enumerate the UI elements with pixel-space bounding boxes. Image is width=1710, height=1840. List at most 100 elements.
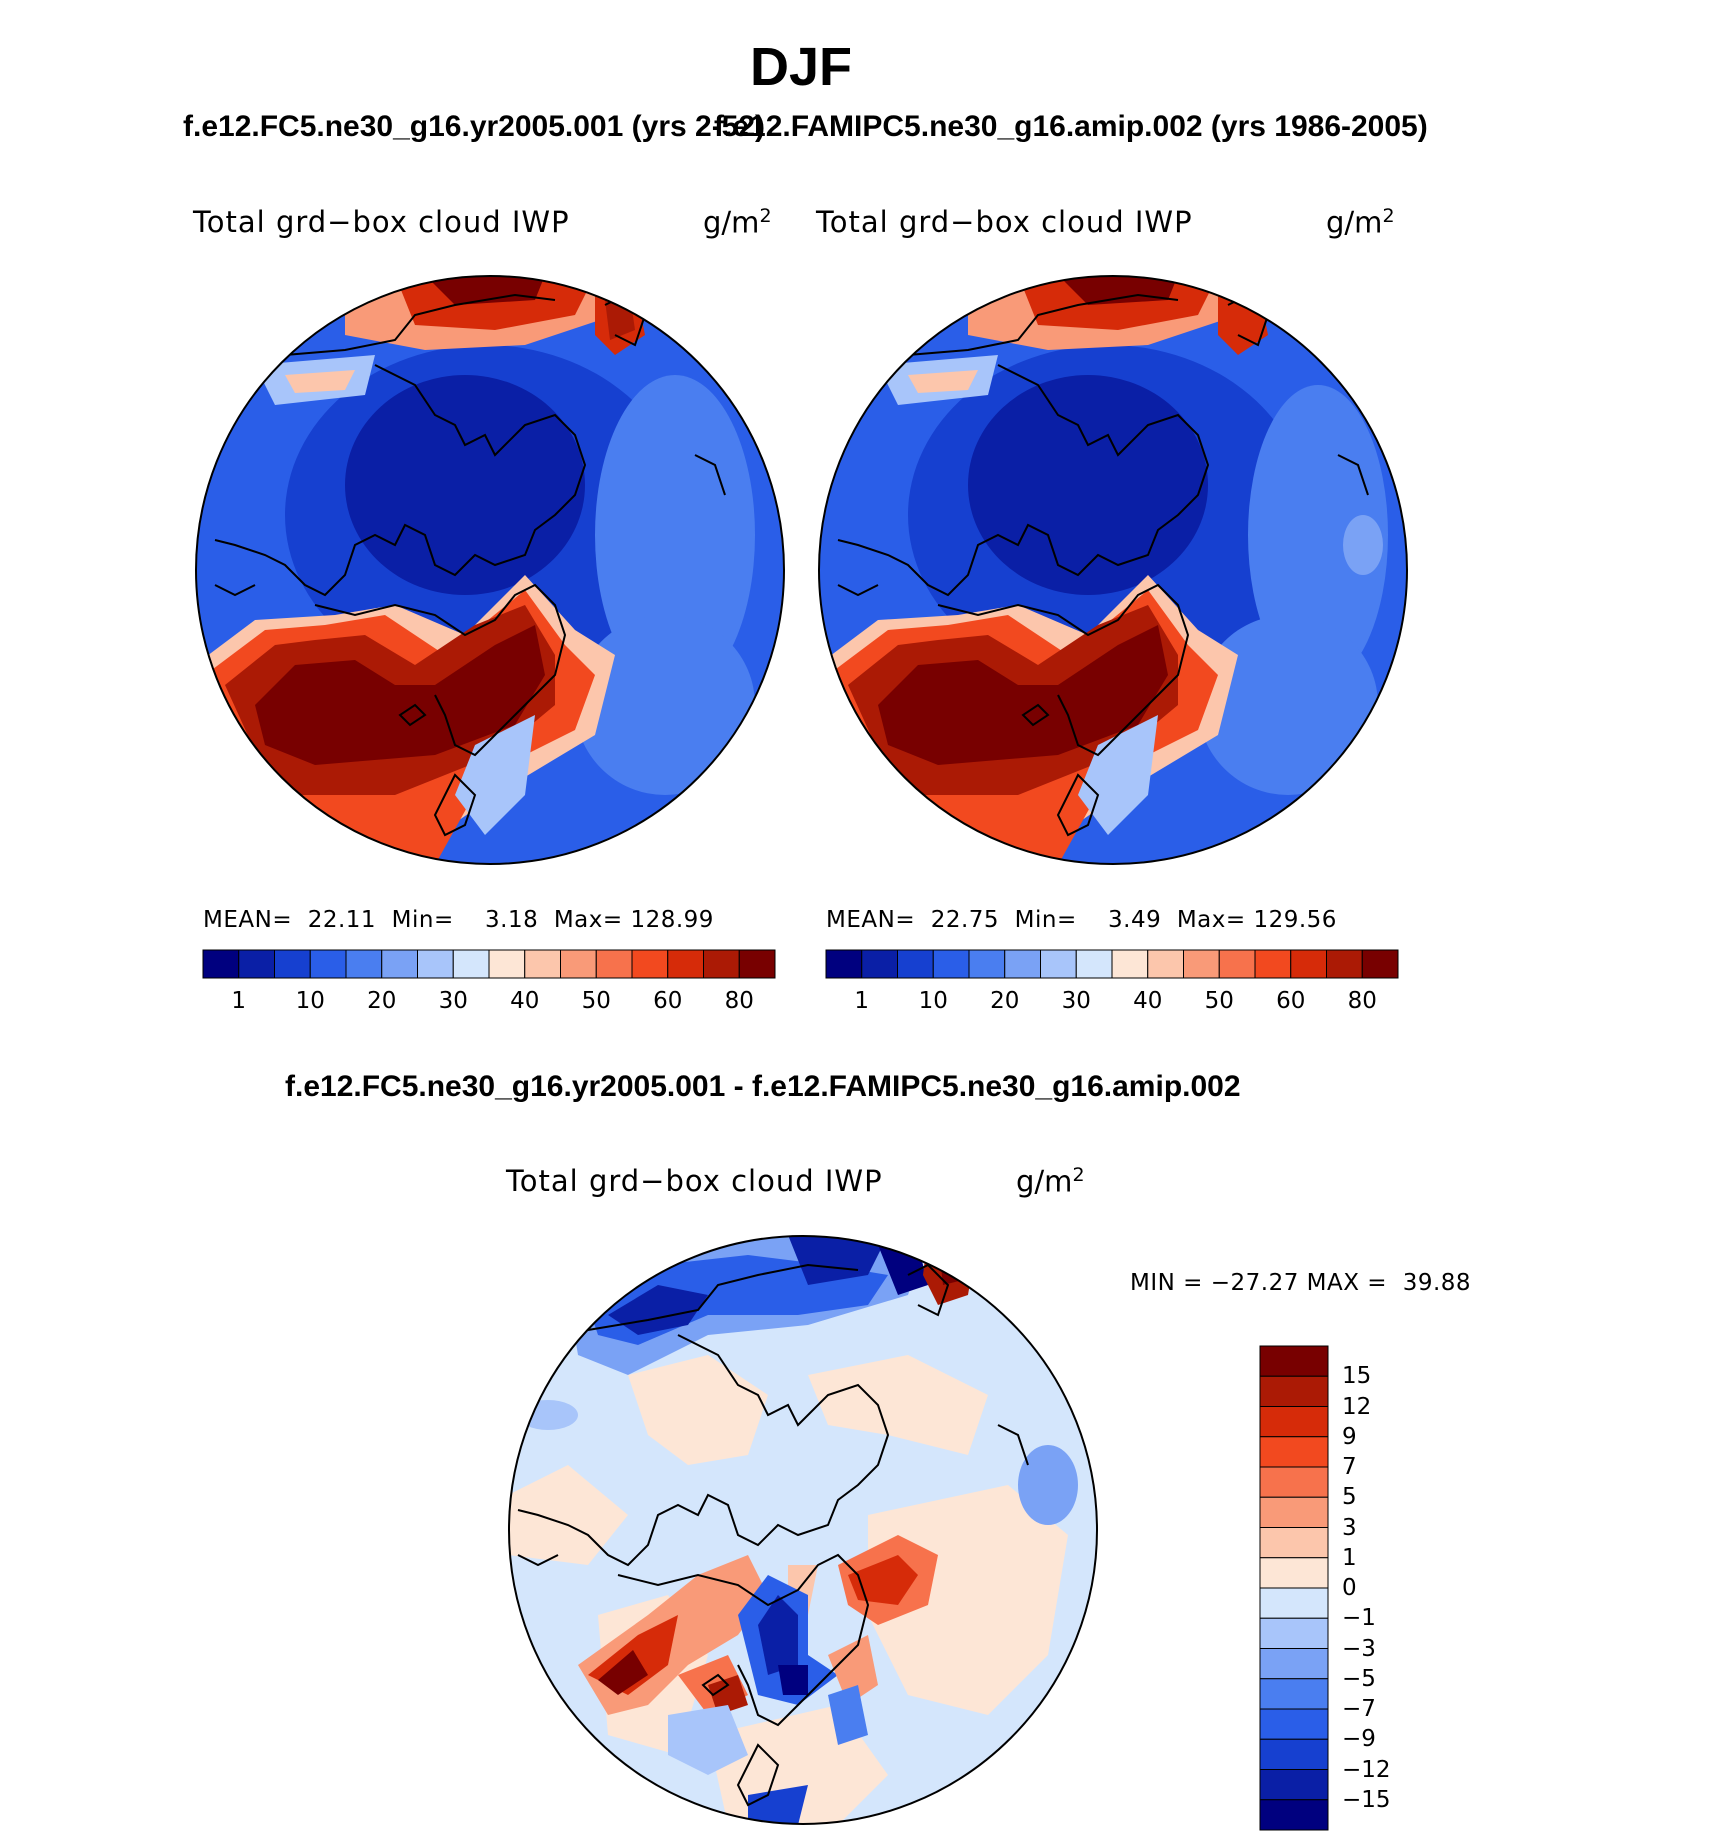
- colorbar-tick-label: 50: [581, 988, 611, 1014]
- diff-map: [508, 1235, 1098, 1825]
- diff-colorbar-tick-label: −7: [1342, 1696, 1376, 1722]
- panel1-colorbar: [202, 949, 776, 979]
- colorbar-tick-label: 20: [990, 988, 1020, 1014]
- colorbar-swatch: [488, 949, 526, 979]
- diff-colorbar-swatch: [1259, 1708, 1329, 1740]
- diff-colorbar-swatch: [1259, 1436, 1329, 1468]
- colorbar-swatch: [1075, 949, 1113, 979]
- colorbar-swatch: [560, 949, 597, 979]
- colorbar-swatch: [1361, 949, 1399, 979]
- colorbar-swatch: [381, 949, 418, 979]
- colorbar-swatch: [1326, 949, 1363, 979]
- colorbar-tick-label: 10: [918, 988, 948, 1014]
- diff-colorbar-tick-label: 12: [1342, 1393, 1372, 1420]
- colorbar-swatch: [202, 949, 240, 979]
- colorbar-tick-label: 1: [231, 988, 247, 1014]
- colorbar-swatch: [631, 949, 669, 979]
- diff-colorbar-swatch: [1259, 1617, 1329, 1649]
- colorbar-swatch: [345, 949, 383, 979]
- diff-colorbar-tick-label: 5: [1342, 1484, 1357, 1511]
- diff-title: f.e12.FC5.ne30_g16.yr2005.001 - f.e12.FA…: [285, 1070, 1241, 1103]
- panel1-units: g/m2: [703, 205, 772, 240]
- colorbar-swatch: [1111, 949, 1149, 979]
- panel1-label: Total grd−box cloud IWP: [193, 205, 570, 239]
- diff-colorbar-swatch: [1259, 1799, 1329, 1831]
- diff-colorbar-tick-label: 1: [1342, 1544, 1357, 1571]
- panel2-colorbar-ticks: 1 10 20 30 40 50 60 80: [826, 988, 1398, 1018]
- colorbar-swatch: [452, 949, 490, 979]
- colorbar-tick-label: 50: [1204, 988, 1234, 1014]
- panel2-map: [818, 275, 1408, 865]
- colorbar-swatch: [1040, 949, 1077, 979]
- colorbar-swatch: [738, 949, 776, 979]
- colorbar-swatch: [524, 949, 561, 979]
- colorbar-swatch: [703, 949, 740, 979]
- colorbar-swatch: [274, 949, 311, 979]
- colorbar-swatch: [417, 949, 454, 979]
- diff-stats: MIN = −27.27 MAX = 39.88: [1130, 1270, 1472, 1296]
- panel2-stats: MEAN= 22.75 Min= 3.49 Max= 129.56: [826, 907, 1337, 933]
- season-title: DJF: [749, 37, 852, 97]
- diff-colorbar-swatch: [1259, 1466, 1329, 1498]
- colorbar-swatch: [825, 949, 863, 979]
- colorbar-swatch: [595, 949, 633, 979]
- colorbar-swatch: [968, 949, 1006, 979]
- diff-colorbar-tick-label: 7: [1342, 1454, 1357, 1480]
- colorbar-tick-label: 1: [854, 988, 870, 1014]
- diff-colorbar-tick-label: −5: [1342, 1665, 1376, 1692]
- colorbar-swatch: [1183, 949, 1220, 979]
- diff-colorbar-tick-label: −12: [1342, 1756, 1391, 1783]
- diff-colorbar-swatch: [1259, 1648, 1329, 1680]
- panel2-units: g/m2: [1326, 205, 1395, 240]
- diff-colorbar-tick-label: 9: [1342, 1423, 1357, 1450]
- colorbar-swatch: [1254, 949, 1292, 979]
- diff-colorbar: [1259, 1345, 1329, 1831]
- diff-colorbar-swatch: [1259, 1678, 1329, 1710]
- diff-colorbar-tick-label: −15: [1342, 1786, 1391, 1813]
- diff-colorbar-tick-label: −3: [1342, 1635, 1376, 1662]
- colorbar-tick-label: 40: [510, 988, 540, 1014]
- colorbar-tick-label: 30: [438, 988, 468, 1014]
- diff-units: g/m2: [1016, 1164, 1085, 1199]
- diff-colorbar-tick-label: 0: [1342, 1575, 1357, 1601]
- colorbar-tick-label: 20: [367, 988, 397, 1014]
- diff-colorbar-tick-label: −9: [1342, 1726, 1376, 1753]
- diff-colorbar-swatch: [1259, 1527, 1329, 1559]
- diff-colorbar-tick-label: −1: [1342, 1605, 1376, 1632]
- colorbar-swatch: [861, 949, 898, 979]
- colorbar-swatch: [932, 949, 970, 979]
- panel1-stats: MEAN= 22.11 Min= 3.18 Max= 128.99: [203, 907, 714, 933]
- diff-colorbar-tick-label: 15: [1342, 1363, 1372, 1390]
- colorbar-swatch: [667, 949, 704, 979]
- colorbar-swatch: [238, 949, 275, 979]
- diff-label: Total grd−box cloud IWP: [506, 1164, 883, 1198]
- colorbar-tick-label: 40: [1133, 988, 1163, 1014]
- diff-colorbar-swatch: [1259, 1769, 1329, 1801]
- colorbar-tick-label: 10: [295, 988, 325, 1014]
- colorbar-swatch: [1004, 949, 1041, 979]
- panel2-colorbar: [825, 949, 1399, 979]
- diff-colorbar-swatch: [1259, 1496, 1329, 1528]
- case2-title: f.e12.FAMIPC5.ne30_g16.amip.002 (yrs 198…: [714, 110, 1428, 143]
- diff-colorbar-tick-label: 3: [1342, 1514, 1357, 1541]
- diff-colorbar-swatch: [1259, 1375, 1329, 1407]
- colorbar-tick-label: 80: [1347, 988, 1377, 1014]
- colorbar-swatch: [1290, 949, 1327, 979]
- colorbar-swatch: [1218, 949, 1256, 979]
- diff-colorbar-swatch: [1259, 1345, 1329, 1377]
- diff-colorbar-swatch: [1259, 1557, 1329, 1589]
- diff-colorbar-swatch: [1259, 1738, 1329, 1770]
- colorbar-tick-label: 60: [1276, 988, 1306, 1014]
- diff-colorbar-ticks: 15 12 9 7 5 3 1 0 −1 −3 −5 −7 −9 −12 −15: [1342, 1346, 1462, 1830]
- case1-title: f.e12.FC5.ne30_g16.yr2005.001 (yrs 2-52): [183, 110, 766, 143]
- panel2-label: Total grd−box cloud IWP: [816, 205, 1193, 239]
- panel1-map: [195, 275, 785, 865]
- diff-colorbar-swatch: [1259, 1406, 1329, 1438]
- colorbar-swatch: [897, 949, 934, 979]
- colorbar-tick-label: 80: [724, 988, 754, 1014]
- colorbar-tick-label: 60: [653, 988, 683, 1014]
- diff-colorbar-swatch: [1259, 1587, 1329, 1619]
- panel1-colorbar-ticks: 1 10 20 30 40 50 60 80: [203, 988, 775, 1018]
- colorbar-tick-label: 30: [1061, 988, 1091, 1014]
- colorbar-swatch: [1147, 949, 1184, 979]
